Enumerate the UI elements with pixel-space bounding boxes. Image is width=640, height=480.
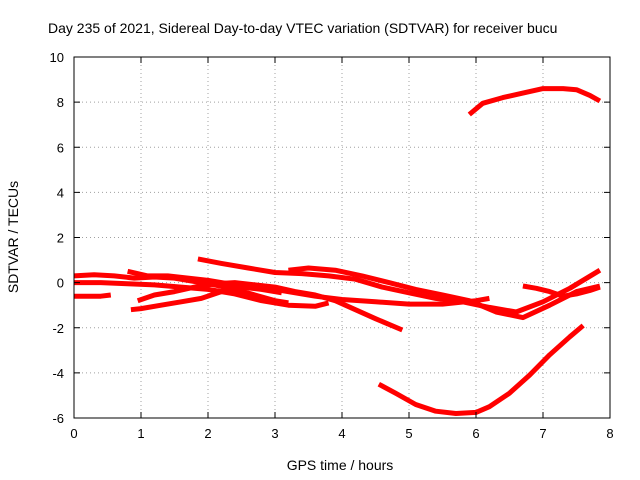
- x-axis-label: GPS time / hours: [287, 457, 394, 473]
- y-tick-label: 2: [57, 231, 64, 246]
- series-arc-9: [377, 323, 585, 416]
- y-tick-label: 6: [57, 140, 64, 155]
- x-tick-label: 0: [70, 426, 77, 441]
- series-arc-10: [467, 86, 602, 117]
- y-tick-label: -4: [52, 366, 64, 381]
- series-arc-11: [522, 283, 601, 299]
- chart-title: Day 235 of 2021, Sidereal Day-to-day VTE…: [48, 20, 557, 36]
- grid-layer: [74, 57, 610, 418]
- y-tick-label: -6: [52, 411, 64, 426]
- y-tick-label: 4: [57, 185, 64, 200]
- y-tick-label: 8: [57, 95, 64, 110]
- x-tick-label: 1: [137, 426, 144, 441]
- y-tick-label: -2: [52, 321, 64, 336]
- x-tick-label: 6: [472, 426, 479, 441]
- y-axis-label: SDTVAR / TECUs: [5, 181, 21, 293]
- series-arc-8: [288, 265, 601, 321]
- x-tick-label: 7: [539, 426, 546, 441]
- x-tick-label: 3: [271, 426, 278, 441]
- series-layer: [73, 86, 602, 416]
- series-arc-5: [130, 284, 283, 313]
- x-tick-label: 2: [204, 426, 211, 441]
- y-tick-label: 10: [50, 50, 64, 65]
- x-tick-label: 5: [405, 426, 412, 441]
- series-arc-6: [136, 280, 404, 333]
- series-arc-3: [74, 280, 330, 309]
- y-tick-label: 0: [57, 276, 64, 291]
- x-tick-label: 8: [606, 426, 613, 441]
- x-tick-label: 4: [338, 426, 345, 441]
- series-arc-2: [74, 292, 112, 299]
- tick-layer: 0 1 2 3 4 5 6 7 8 -6 -4 -2 0 2 4 6 8 10: [50, 50, 614, 441]
- series-arc-7: [197, 256, 602, 315]
